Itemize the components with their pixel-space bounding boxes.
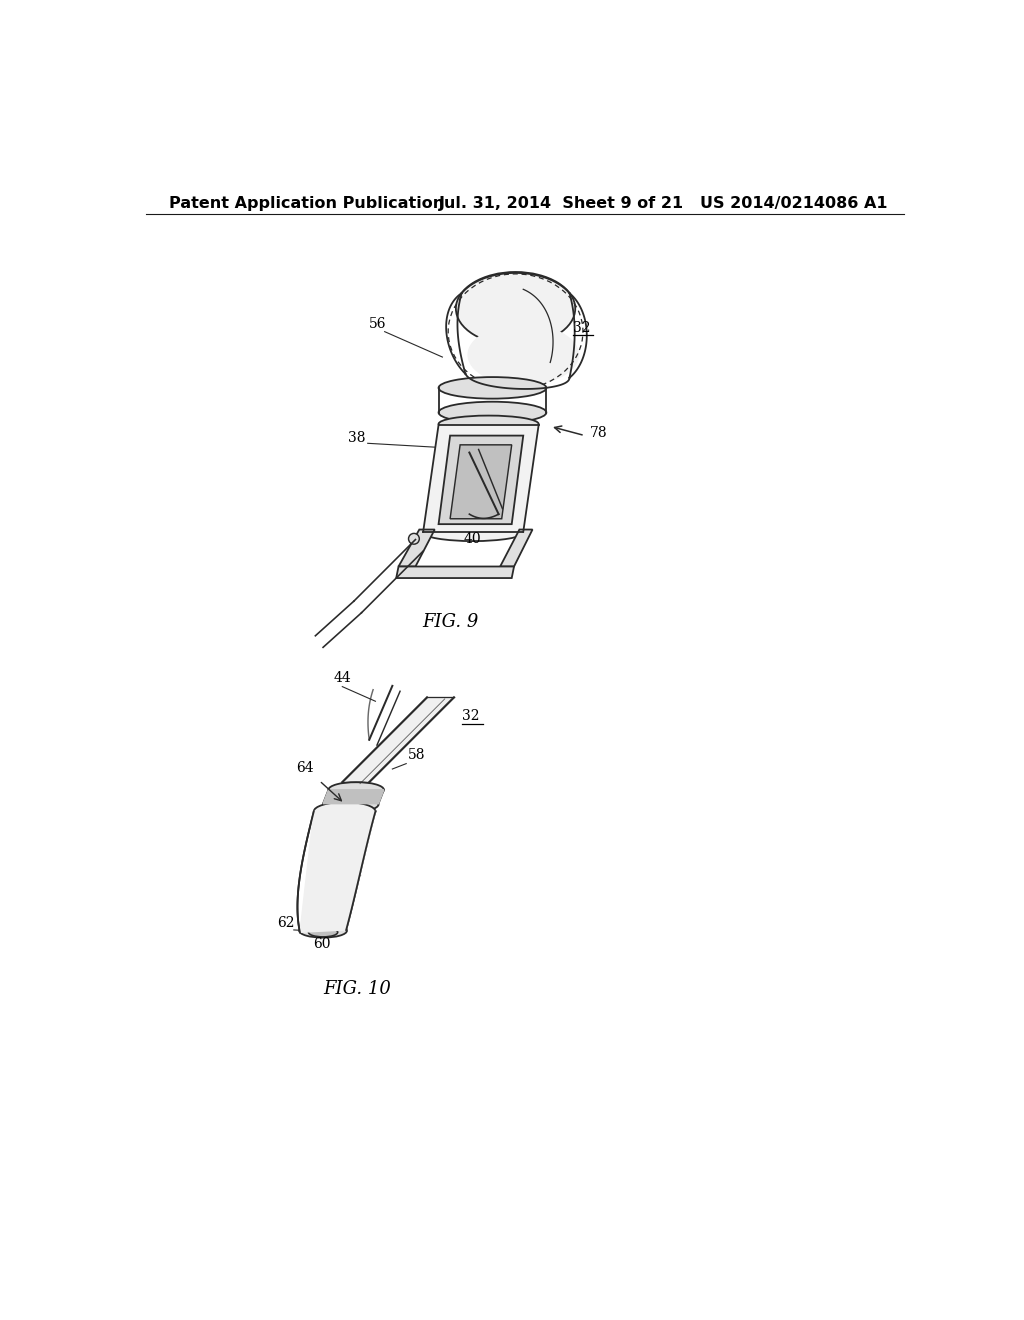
- Ellipse shape: [456, 272, 575, 345]
- Text: 44: 44: [333, 671, 351, 685]
- Text: 38: 38: [348, 430, 366, 445]
- Ellipse shape: [308, 928, 338, 937]
- Polygon shape: [438, 436, 523, 524]
- Ellipse shape: [438, 416, 539, 433]
- Ellipse shape: [329, 781, 384, 797]
- Ellipse shape: [438, 401, 547, 424]
- Polygon shape: [300, 812, 376, 932]
- Ellipse shape: [423, 524, 523, 541]
- Text: 62: 62: [276, 916, 294, 929]
- Ellipse shape: [438, 378, 547, 399]
- Ellipse shape: [313, 803, 376, 821]
- Text: 60: 60: [313, 937, 331, 950]
- Ellipse shape: [299, 924, 347, 937]
- Text: Jul. 31, 2014  Sheet 9 of 21: Jul. 31, 2014 Sheet 9 of 21: [438, 195, 684, 211]
- Text: 58: 58: [408, 748, 425, 762]
- Text: 78: 78: [590, 426, 608, 440]
- Circle shape: [409, 533, 419, 544]
- Text: 32: 32: [573, 321, 591, 335]
- Polygon shape: [342, 697, 454, 781]
- Text: 64: 64: [296, 762, 313, 775]
- Text: 56: 56: [370, 317, 387, 331]
- Polygon shape: [423, 425, 539, 532]
- Ellipse shape: [323, 797, 379, 812]
- Polygon shape: [500, 529, 532, 566]
- Ellipse shape: [467, 323, 580, 385]
- Polygon shape: [396, 566, 514, 578]
- Text: 32: 32: [462, 710, 479, 723]
- Text: FIG. 9: FIG. 9: [422, 612, 478, 631]
- Text: Patent Application Publication: Patent Application Publication: [169, 195, 444, 211]
- Text: FIG. 10: FIG. 10: [324, 979, 391, 998]
- Text: US 2014/0214086 A1: US 2014/0214086 A1: [700, 195, 888, 211]
- Polygon shape: [451, 445, 512, 519]
- Text: 40: 40: [463, 532, 481, 546]
- Polygon shape: [398, 529, 435, 566]
- Polygon shape: [323, 789, 384, 804]
